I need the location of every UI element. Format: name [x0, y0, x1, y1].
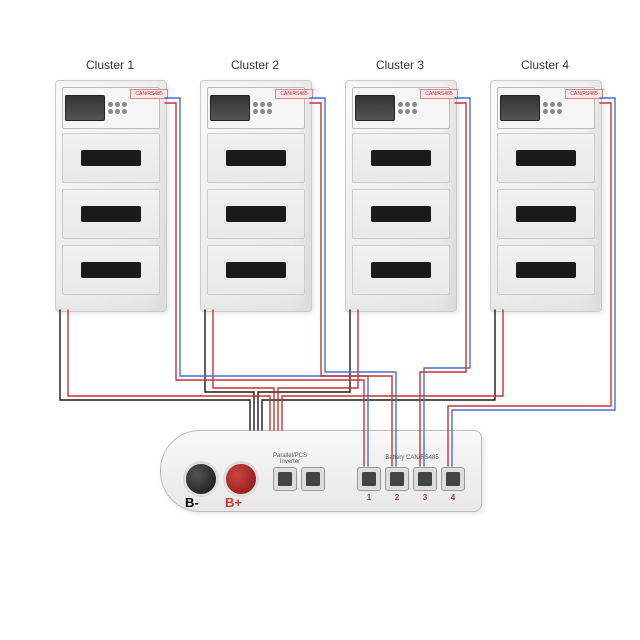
battery-module [207, 245, 305, 295]
b-minus-terminal [183, 461, 219, 497]
battery-module [62, 189, 160, 239]
indicator-panel [108, 102, 157, 114]
battery-module [62, 133, 160, 183]
indicator-panel [543, 102, 592, 114]
battery-tower-3: CAN/RS485 [345, 80, 457, 312]
can-port-label: CAN/RS485 [565, 89, 603, 99]
battery-module [207, 133, 305, 183]
can-port-label: CAN/RS485 [420, 89, 458, 99]
battery-module [497, 133, 595, 183]
battery-tower-1: CAN/RS485 [55, 80, 167, 312]
indicator-panel [253, 102, 302, 114]
cluster-1-label: Cluster 1 [50, 58, 170, 72]
battery-tower-2: CAN/RS485 [200, 80, 312, 312]
battery-module [352, 189, 450, 239]
battery-can-label: Battery CAN/RS485 [357, 455, 467, 461]
lcd-icon [210, 95, 250, 121]
b-minus-label: B- [185, 495, 199, 510]
battery-module [497, 189, 595, 239]
battery-module [62, 245, 160, 295]
can-port-2: 2 [385, 467, 409, 491]
parallel-pcs-label: Parallel/PCS Inverter [265, 453, 315, 465]
battery-module [207, 189, 305, 239]
battery-module [352, 133, 450, 183]
can-port-4: 4 [441, 467, 465, 491]
pcs-port [301, 467, 325, 491]
can-port-3: 3 [413, 467, 437, 491]
b-plus-label: B+ [225, 495, 242, 510]
lcd-icon [500, 95, 540, 121]
parallel-combiner-box: B- B+ Parallel/PCS Inverter Battery CAN/… [160, 430, 482, 512]
pcs-port [273, 467, 297, 491]
can-port-label: CAN/RS485 [275, 89, 313, 99]
lcd-icon [355, 95, 395, 121]
can-port-label: CAN/RS485 [130, 89, 168, 99]
battery-module [352, 245, 450, 295]
cluster-4-label: Cluster 4 [485, 58, 605, 72]
diagram-canvas: Cluster 1 Cluster 2 Cluster 3 Cluster 4 … [0, 0, 640, 640]
lcd-icon [65, 95, 105, 121]
battery-tower-4: CAN/RS485 [490, 80, 602, 312]
b-plus-terminal [223, 461, 259, 497]
cluster-2-label: Cluster 2 [195, 58, 315, 72]
battery-module [497, 245, 595, 295]
cluster-3-label: Cluster 3 [340, 58, 460, 72]
can-port-1: 1 [357, 467, 381, 491]
indicator-panel [398, 102, 447, 114]
